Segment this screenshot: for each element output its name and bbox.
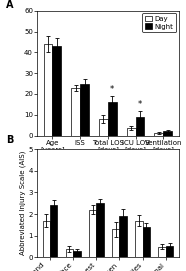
Text: *: * — [138, 100, 142, 109]
Bar — [44, 44, 52, 136]
Bar — [136, 117, 145, 136]
Bar — [127, 128, 136, 136]
Text: A: A — [6, 0, 14, 9]
Bar — [52, 46, 61, 136]
Bar — [50, 205, 57, 257]
Legend: Day, Night: Day, Night — [142, 13, 177, 33]
Bar — [73, 251, 81, 257]
Text: *: * — [110, 85, 114, 94]
Bar — [158, 247, 166, 257]
Bar — [89, 210, 96, 257]
Bar — [154, 133, 163, 136]
Bar — [43, 221, 50, 257]
Y-axis label: Abbreviated Injury Scale (AIS): Abbreviated Injury Scale (AIS) — [19, 151, 26, 256]
Bar — [163, 131, 172, 136]
Bar — [96, 203, 104, 257]
Bar — [112, 229, 119, 257]
Bar — [143, 227, 150, 257]
Bar — [166, 246, 173, 257]
Bar — [119, 216, 127, 257]
Bar — [71, 88, 80, 136]
Text: B: B — [6, 135, 13, 145]
Bar — [135, 221, 143, 257]
Bar — [66, 249, 73, 257]
Bar — [99, 119, 108, 136]
Bar — [108, 102, 117, 136]
Bar — [80, 83, 89, 136]
